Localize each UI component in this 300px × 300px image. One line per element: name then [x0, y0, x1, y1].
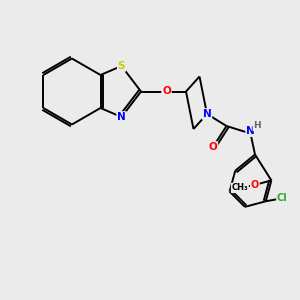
Text: S: S [118, 61, 125, 71]
Text: N: N [117, 112, 126, 122]
Text: H: H [253, 122, 261, 130]
Text: O: O [208, 142, 217, 152]
Text: N: N [202, 109, 211, 119]
Text: CH₃: CH₃ [232, 183, 248, 192]
Text: Cl: Cl [277, 193, 288, 203]
Text: N: N [246, 126, 255, 136]
Text: O: O [251, 180, 259, 190]
Text: O: O [162, 86, 171, 97]
